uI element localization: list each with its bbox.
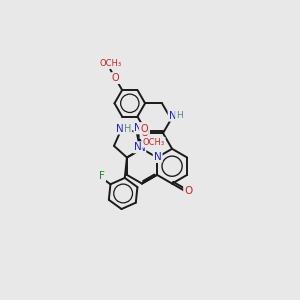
Text: F: F: [99, 171, 105, 181]
Text: OCH₃: OCH₃: [142, 138, 165, 147]
Text: O: O: [140, 124, 148, 134]
Text: N: N: [169, 111, 176, 121]
Text: H: H: [176, 111, 183, 120]
Text: N: N: [134, 123, 142, 133]
Text: H: H: [124, 124, 131, 134]
Text: N: N: [116, 124, 124, 134]
Text: N: N: [134, 142, 141, 152]
Text: N: N: [154, 152, 161, 162]
Text: O: O: [184, 186, 193, 196]
Text: OCH₃: OCH₃: [99, 59, 122, 68]
Text: O: O: [112, 73, 119, 83]
Text: O: O: [141, 128, 149, 138]
Text: N: N: [137, 143, 145, 153]
